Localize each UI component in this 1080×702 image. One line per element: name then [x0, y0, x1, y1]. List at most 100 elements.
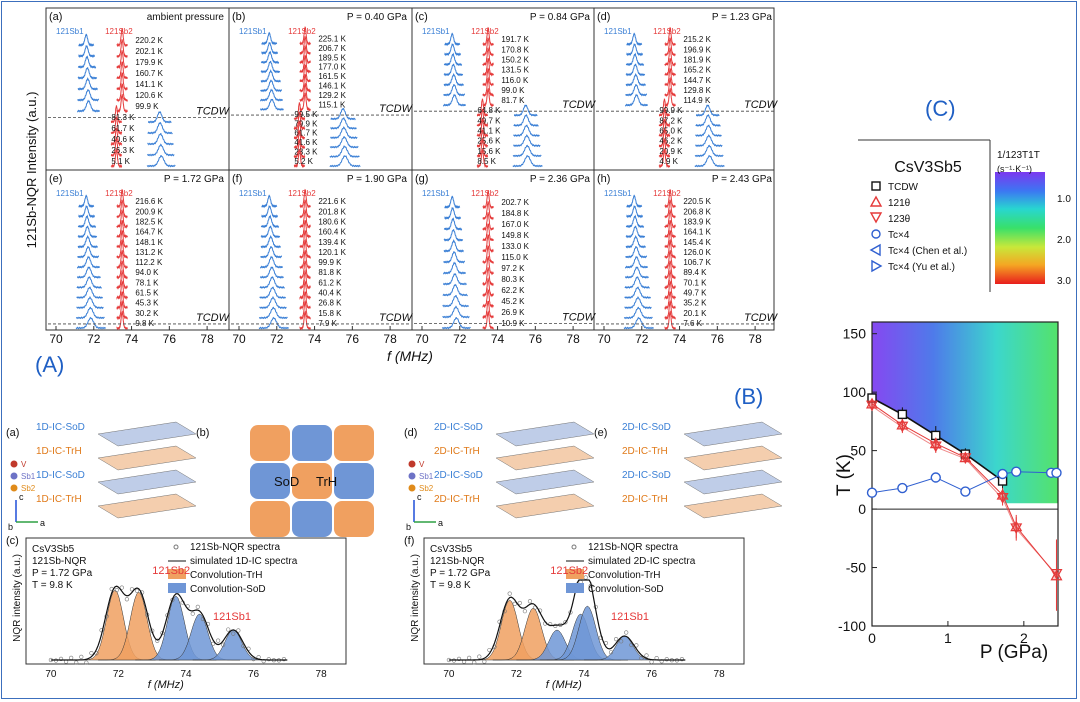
- domain-tile: [250, 463, 290, 499]
- spectrum-data-point: [664, 657, 669, 662]
- temperature-label: 41.1 K: [477, 127, 501, 136]
- spectrum-info: CsV3Sb5: [430, 544, 473, 555]
- spectrum-frame: [25, 537, 347, 665]
- subpanel-tag: (a): [6, 427, 19, 439]
- subpanel-pressure: P = 1.23 GPa: [712, 12, 773, 23]
- temperature-label: 184.8 K: [501, 209, 529, 218]
- sb1-spectrum-trace: [625, 234, 646, 249]
- sb2-label: 121Sb2: [471, 189, 499, 198]
- sb2-spectrum-trace: [482, 88, 494, 108]
- colorbar: [995, 172, 1045, 284]
- y-tick-label: 0: [858, 501, 866, 517]
- temperature-label: 183.9 K: [683, 217, 711, 226]
- sb2-spectrum-trace: [110, 116, 123, 136]
- domain-tile: [334, 463, 374, 499]
- sb1-spectrum-trace: [260, 69, 281, 83]
- temperature-label: 5.1 K: [111, 157, 130, 166]
- y-tick-label: 150: [843, 326, 867, 342]
- sb1-spectrum-trace: [260, 214, 280, 229]
- temperature-label: 200.9 K: [135, 207, 163, 216]
- sb1-label: 121Sb1: [239, 27, 267, 36]
- sb2-spectrum-trace: [482, 277, 494, 298]
- crystal-layer: [495, 469, 595, 495]
- sb1-spectrum-trace: [625, 214, 645, 229]
- y-tick-label: 100: [843, 384, 867, 400]
- temperature-label: 216.6 K: [135, 197, 163, 206]
- temperature-label: 61.7 K: [111, 124, 135, 133]
- sb1-spectrum-trace: [623, 316, 654, 330]
- spectrum-data-point: [563, 620, 568, 625]
- sb1-spectrum-trace: [512, 144, 542, 158]
- sb2-spectrum-trace: [658, 138, 671, 159]
- sb1-spectrum-trace: [442, 305, 470, 319]
- section-label-b: (B): [734, 384, 764, 409]
- atom-legend-dot: [10, 484, 18, 492]
- sb2-spectrum-trace: [299, 188, 311, 209]
- sb2-spectrum-trace: [482, 310, 494, 331]
- temperature-label: 179.9 K: [135, 58, 163, 67]
- sb1-spectrum-trace: [443, 251, 466, 264]
- x-tick-label: 76: [529, 332, 543, 346]
- layer-label: 2D-IC-TrH: [434, 494, 480, 505]
- colorbar-tick: 3.0: [1057, 276, 1071, 287]
- spectrum-data-point: [281, 656, 287, 662]
- sb1-spectrum-trace: [259, 286, 286, 300]
- layer-label: 2D-IC-TrH: [434, 446, 480, 457]
- sb2-spectrum-trace: [482, 47, 494, 67]
- sb2-spectrum-trace: [664, 37, 676, 57]
- domain-tile: [334, 425, 374, 461]
- temperature-label: 112.2 K: [135, 258, 163, 267]
- sb2-spectrum-trace: [110, 127, 123, 147]
- spectrum-data-point: [649, 659, 654, 664]
- temperature-label: 89.4 K: [683, 268, 707, 277]
- legend-entry: Convolution-TrH: [190, 570, 262, 581]
- sb2-spectrum-trace: [116, 229, 128, 249]
- sb2-spectrum-trace: [664, 67, 676, 87]
- temperature-label: 202.1 K: [135, 47, 163, 56]
- sb1-spectrum-trace: [77, 234, 98, 249]
- sb1-spectrum-trace: [76, 99, 101, 113]
- temperature-label: 20.1 K: [683, 309, 707, 318]
- sb2-spectrum-trace: [658, 148, 671, 169]
- domain-tile: [292, 425, 332, 461]
- temperature-label: 141.1 K: [135, 80, 163, 89]
- temperature-label: 65.0 K: [659, 127, 683, 136]
- spectrum-data-point: [74, 660, 79, 665]
- atom-legend-label: Sb2: [21, 484, 36, 493]
- temperature-label: 161.5 K: [318, 72, 346, 81]
- axis-b-label: b: [406, 522, 411, 532]
- data-point-theta: [996, 492, 1009, 504]
- sb2-spectrum-trace: [476, 148, 489, 169]
- atom-legend-label: V: [21, 460, 27, 469]
- sb1-spectrum-trace: [77, 214, 97, 229]
- layer-label: 2D-IC-SoD: [622, 422, 671, 433]
- peak-label-sb2: 121Sb2: [550, 565, 588, 577]
- legend-label: Tc×4 (Yu et al.): [888, 262, 955, 273]
- spectrum-data-point: [679, 656, 685, 662]
- sb2-spectrum-trace: [664, 188, 676, 209]
- spectrum-data-point: [644, 653, 649, 658]
- legend-entry: Convolution-SoD: [190, 584, 266, 595]
- subpanel-tag: (c): [6, 535, 19, 547]
- colorbar-title: 1/123T1T: [997, 150, 1040, 161]
- data-point-tc: [1011, 466, 1022, 477]
- sb2-spectrum-trace: [482, 37, 494, 57]
- subpanel-pressure: P = 2.43 GPa: [712, 174, 773, 185]
- temperature-label: 49.7 K: [683, 289, 707, 298]
- x-tick-label: 72: [511, 669, 523, 680]
- x-tick-label: 76: [711, 332, 725, 346]
- layer-label: 1D-IC-TrH: [36, 446, 82, 457]
- tcdw-label: TCDW: [379, 103, 414, 115]
- temperature-label: 170.8 K: [501, 45, 529, 54]
- sb1-spectrum-trace: [260, 79, 283, 93]
- sb1-spectrum-trace: [261, 205, 278, 219]
- x-tick-label: 74: [180, 669, 192, 680]
- sb2-spectrum-trace: [116, 71, 128, 92]
- temperature-label: 5.2 K: [294, 157, 313, 166]
- sb1-spectrum-trace: [147, 121, 173, 135]
- temperature-label: 80.3 K: [501, 275, 525, 284]
- x-tick-label: 78: [748, 332, 762, 346]
- sb1-label: 121Sb1: [604, 27, 632, 36]
- spectrum-data-point: [58, 656, 64, 661]
- temperature-label: 131.2 K: [135, 248, 163, 257]
